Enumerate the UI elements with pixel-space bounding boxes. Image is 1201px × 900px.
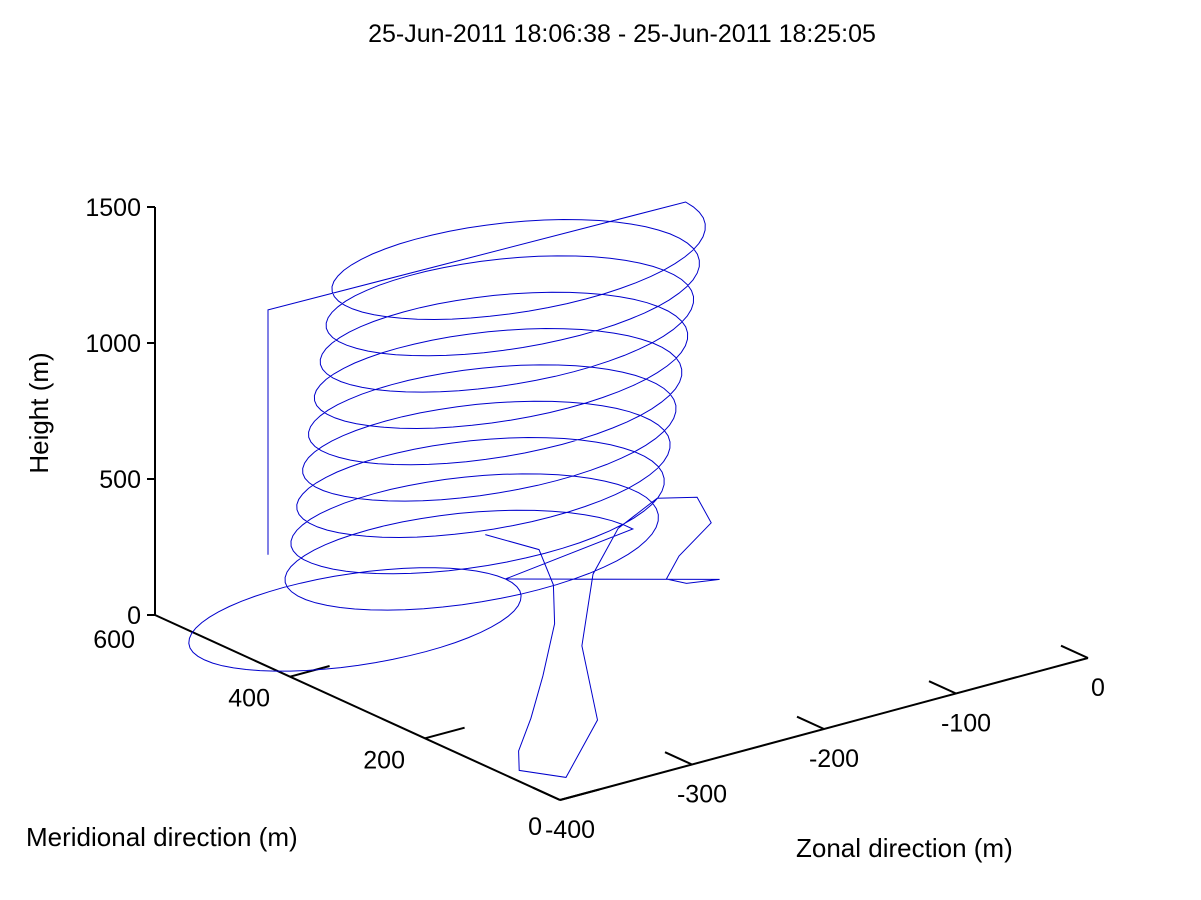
z-tick-label-1000: 1000 bbox=[85, 330, 141, 358]
x-tick--400 bbox=[532, 786, 561, 801]
y-tick-label-0: 0 bbox=[528, 813, 542, 841]
y-tick-200 bbox=[424, 726, 465, 740]
x-tick-label--100: -100 bbox=[941, 710, 991, 738]
x-tick--100 bbox=[928, 680, 957, 695]
y-axis-line bbox=[154, 614, 561, 801]
y-axis-label: Meridional direction (m) bbox=[26, 822, 298, 852]
z-axis-label: Height (m) bbox=[24, 352, 54, 473]
z-tick-label-500: 500 bbox=[99, 466, 141, 494]
y-tick-label-400: 400 bbox=[228, 685, 270, 713]
flight-path-series bbox=[188, 201, 720, 778]
y-tick-400 bbox=[289, 665, 330, 678]
y-tick-label-600: 600 bbox=[93, 626, 135, 654]
x-tick-0 bbox=[1060, 644, 1089, 659]
z-tick-label-0: 0 bbox=[127, 602, 141, 630]
y-tick-label-200: 200 bbox=[363, 746, 405, 774]
y-tick-0 bbox=[559, 788, 600, 801]
x-tick-label--300: -300 bbox=[677, 781, 727, 809]
x-tick--200 bbox=[796, 715, 825, 730]
chart-title: 25-Jun-2011 18:06:38 - 25-Jun-2011 18:25… bbox=[368, 20, 876, 48]
z-tick-label-1500: 1500 bbox=[85, 194, 141, 222]
tick-marks bbox=[147, 206, 1089, 801]
x-tick-label-0: 0 bbox=[1091, 674, 1105, 702]
x-tick-label--200: -200 bbox=[809, 745, 859, 773]
tick-labels: 0 500 1000 1500 0 200 400 600 -400 -300 -200 -100 0 bbox=[85, 194, 1105, 844]
x-tick--300 bbox=[664, 751, 693, 766]
x-tick-label--400: -400 bbox=[545, 816, 595, 844]
x-axis-label: Zonal direction (m) bbox=[796, 833, 1013, 863]
